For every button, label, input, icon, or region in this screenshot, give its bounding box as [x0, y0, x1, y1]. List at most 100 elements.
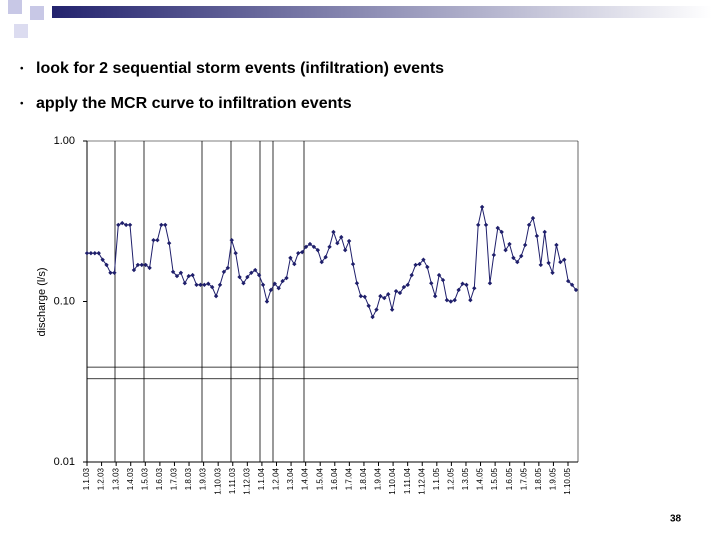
x-tick-label: 1.7.03 [170, 467, 179, 490]
data-point [354, 281, 360, 286]
data-point [456, 287, 461, 293]
x-tick-label: 1.11.03 [228, 467, 237, 494]
data-point [499, 229, 504, 235]
data-point [546, 260, 551, 266]
data-point [116, 222, 121, 228]
page-number: 38 [670, 514, 682, 525]
bullet: look for 2 sequential storm events (infi… [36, 60, 444, 77]
data-point [120, 220, 125, 226]
data-point [241, 281, 246, 286]
data-point [131, 267, 137, 273]
x-tick-label: 1.2.03 [97, 467, 106, 490]
data-point [405, 282, 410, 288]
data-point [178, 270, 184, 275]
data-point [335, 240, 340, 246]
data-point [491, 252, 497, 258]
data-point [464, 282, 469, 288]
data-point [366, 303, 371, 309]
data-point [288, 255, 293, 261]
data-point [370, 314, 375, 320]
data-point [245, 274, 250, 280]
data-point [339, 234, 344, 240]
data-point [421, 257, 426, 262]
x-tick-label: 1.5.04 [315, 467, 324, 490]
data-point [163, 222, 168, 228]
data-point [487, 281, 493, 286]
data-point [190, 272, 195, 278]
bullet-dot: • [20, 99, 24, 110]
data-point [472, 286, 477, 291]
data-point [256, 272, 262, 278]
data-point [429, 281, 434, 286]
data-point [174, 273, 180, 279]
data-point [299, 249, 305, 255]
x-tick-label: 1.8.03 [184, 467, 193, 490]
x-tick-label: 1.12.04 [417, 467, 426, 494]
data-point [342, 247, 348, 253]
x-tick-label: 1.2.05 [447, 467, 456, 490]
data-point [237, 274, 242, 280]
data-point [135, 262, 141, 268]
x-tick-label: 1.1.05 [432, 467, 441, 490]
data-point [378, 293, 383, 299]
data-point [530, 215, 536, 221]
data-point [507, 241, 512, 247]
x-tick-label: 1.10.03 [213, 467, 222, 494]
x-tick-label: 1.7.04 [344, 467, 353, 490]
x-tick-label: 1.6.04 [330, 467, 339, 490]
data-point [217, 282, 223, 288]
bullet: apply the MCR curve to infiltration even… [36, 95, 352, 112]
data-point [542, 229, 547, 235]
data-point [417, 261, 422, 267]
data-point [229, 237, 234, 243]
data-point [503, 247, 508, 253]
data-point [401, 284, 407, 290]
decoration [8, 0, 712, 38]
x-tick-label: 1.7.05 [519, 467, 528, 490]
data-point [413, 262, 418, 268]
data-point [386, 292, 391, 297]
data-point [123, 222, 129, 228]
data-point [440, 277, 446, 283]
data-point [268, 287, 274, 293]
x-tick-label: 1.9.05 [549, 467, 558, 490]
y-tick-label: 1.00 [54, 135, 75, 147]
data-point [409, 272, 414, 278]
x-tick-label: 1.12.03 [242, 467, 251, 494]
x-tick-label: 1.4.04 [301, 467, 310, 490]
data-point [143, 262, 148, 268]
data-point [362, 294, 367, 299]
data-point [100, 257, 105, 262]
data-point [127, 222, 133, 228]
data-point [315, 247, 321, 253]
x-tick-label: 1.1.04 [257, 467, 266, 490]
data-point [323, 254, 328, 260]
data-point [569, 282, 575, 288]
data-point [272, 281, 277, 286]
data-point [303, 244, 309, 250]
data-point [155, 237, 160, 243]
data-point [104, 262, 109, 268]
data-point [554, 242, 559, 248]
x-tick-label: 1.6.05 [505, 467, 514, 490]
data-point [213, 293, 219, 299]
y-axis-title: discharge (l/s) [36, 267, 48, 336]
data-point [159, 222, 164, 228]
data-point [84, 250, 90, 256]
data-point [358, 293, 364, 299]
data-point [558, 259, 563, 265]
data-point [206, 281, 211, 286]
data-point [432, 293, 438, 299]
data-point [253, 267, 258, 273]
data-point [88, 250, 94, 256]
data-point [96, 250, 101, 256]
data-point [562, 257, 567, 262]
data-point [565, 278, 571, 284]
x-tick-label: 1.4.05 [476, 467, 485, 490]
data-point [538, 262, 543, 268]
data-point [307, 241, 313, 247]
data-point [327, 244, 332, 250]
data-point [483, 222, 489, 228]
data-point [522, 242, 528, 248]
data-point [92, 250, 98, 256]
